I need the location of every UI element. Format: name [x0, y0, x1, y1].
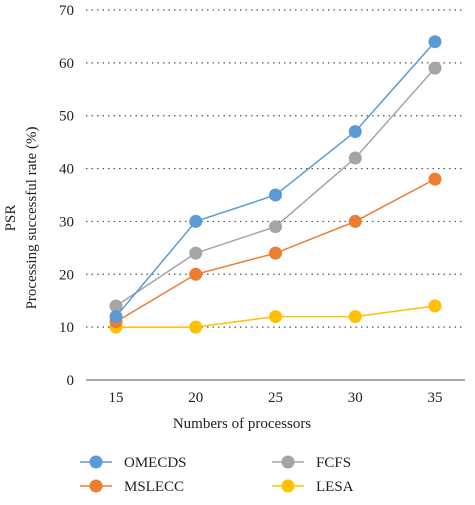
series-lesa — [109, 299, 442, 334]
data-point — [269, 188, 282, 202]
x-tick-label: 20 — [188, 390, 203, 406]
y-axis-title-line2: Processing successful rate (%) — [24, 127, 40, 310]
y-axis-title-line1: PSR — [3, 205, 19, 232]
legend-label: MSLECC — [124, 479, 184, 495]
legend-item-mslecc: MSLECC — [80, 479, 184, 495]
legend-marker — [281, 479, 295, 493]
y-tick-label: 10 — [59, 320, 74, 336]
data-point — [269, 246, 282, 260]
data-point — [428, 172, 442, 186]
x-tick-label: 25 — [268, 390, 283, 406]
legend-marker — [89, 455, 103, 469]
data-point — [348, 310, 362, 324]
x-tick-label: 35 — [428, 390, 443, 406]
data-point — [189, 320, 203, 334]
data-point — [428, 35, 442, 49]
data-point — [269, 310, 282, 324]
legend-item-fcfs: FCFS — [272, 455, 351, 471]
x-axis-title: Numbers of processors — [173, 416, 311, 432]
data-point — [269, 220, 282, 234]
data-point — [189, 246, 203, 260]
data-series — [109, 35, 442, 334]
y-tick-label: 0 — [67, 373, 75, 389]
legend-marker — [281, 455, 295, 469]
legend-label: FCFS — [316, 455, 351, 471]
y-tick-label: 50 — [59, 109, 74, 125]
data-point — [109, 299, 123, 313]
tick-labels: 0 10 20 30 40 50 60 70 15 20 25 30 35 — [59, 3, 443, 406]
series-line — [115, 41, 436, 318]
data-point — [348, 214, 362, 228]
legend-label: LESA — [316, 479, 354, 495]
x-tick-label: 15 — [109, 390, 124, 406]
grid-lines — [86, 9, 465, 328]
series-fcfs — [109, 61, 442, 313]
data-point — [189, 267, 203, 281]
y-tick-label: 40 — [59, 162, 74, 178]
legend-item-omecds: OMECDS — [80, 455, 187, 471]
data-point — [348, 151, 362, 165]
y-tick-label: 30 — [59, 214, 74, 230]
data-point — [428, 299, 442, 313]
data-point — [348, 125, 362, 139]
legend-item-lesa: LESA — [272, 479, 354, 495]
legend-marker — [89, 479, 103, 493]
data-point — [428, 61, 442, 75]
series-omecds — [109, 35, 442, 324]
legend-label: OMECDS — [124, 455, 187, 471]
y-tick-label: 70 — [59, 3, 74, 19]
y-tick-label: 60 — [59, 56, 74, 72]
data-point — [109, 310, 123, 324]
data-point — [189, 214, 203, 228]
series-line — [115, 67, 436, 307]
x-tick-label: 30 — [348, 390, 363, 406]
legend: OMECDS FCFS MSLECC LESA — [80, 455, 354, 495]
y-tick-label: 20 — [59, 267, 74, 283]
